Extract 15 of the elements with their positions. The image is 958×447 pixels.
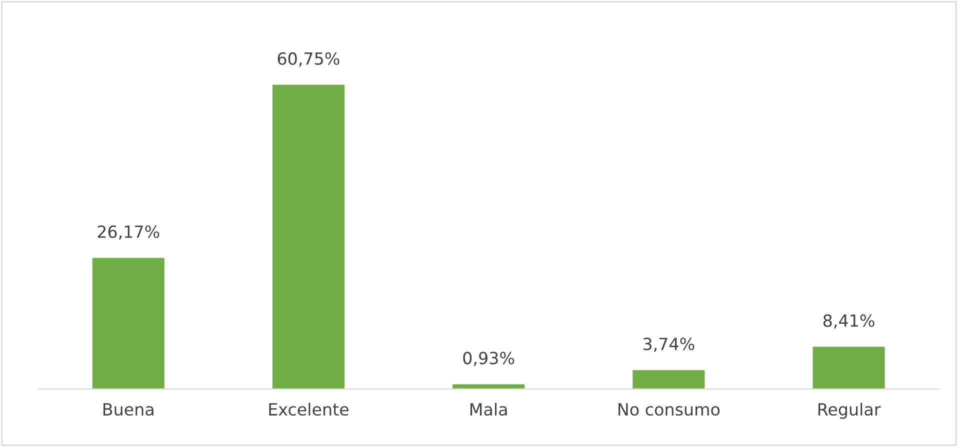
data-label: 3,74% <box>643 338 694 352</box>
data-label: 0,93% <box>463 352 514 366</box>
x-tick-label: Excelente <box>269 402 348 416</box>
bar <box>272 84 344 389</box>
x-tick-label: Mala <box>470 402 507 416</box>
data-label: 26,17% <box>98 225 160 240</box>
bar <box>452 384 525 389</box>
x-tick-label: Buena <box>103 403 154 416</box>
data-label: 8,41% <box>823 314 874 329</box>
bar <box>812 346 885 389</box>
x-tick-label: No consumo <box>618 403 720 416</box>
bar <box>92 258 164 389</box>
bar <box>632 370 705 389</box>
x-tick-label: Regular <box>818 402 881 419</box>
data-label: 60,75% <box>278 52 340 67</box>
